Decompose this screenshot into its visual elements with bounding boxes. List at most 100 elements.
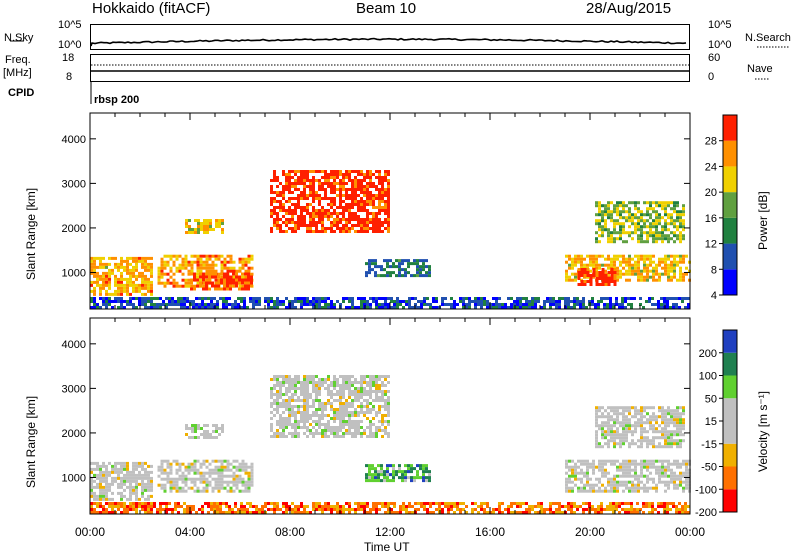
velocity-echo-cell-2	[369, 423, 372, 426]
power-echo-cell-9	[177, 303, 180, 306]
power-echo-cell-9	[420, 306, 423, 309]
power-echo-cell-3	[366, 224, 369, 227]
velocity-echo-cell-2	[387, 411, 390, 414]
power-echo-cell-3	[315, 224, 318, 227]
velocity-echo-cell-5	[643, 462, 646, 466]
power-echo-cell-0	[123, 268, 126, 272]
velocity-echo-cell-7	[669, 502, 672, 505]
velocity-echo-cell-2	[339, 414, 342, 417]
velocity-echo-cell-7	[600, 511, 603, 514]
velocity-echo-cell-1	[193, 489, 197, 493]
velocity-echo-cell-5	[661, 462, 664, 466]
velocity-echo-cell-2	[315, 411, 318, 414]
power-echo-cell-9	[360, 300, 363, 303]
power-echo-cell-3	[360, 170, 363, 173]
velocity-echo-cell-0	[120, 479, 123, 483]
velocity-echo-cell-7	[153, 502, 156, 505]
velocity-echo-cell-5	[565, 465, 568, 469]
velocity-echo-cell-2	[330, 384, 333, 387]
velocity-echo-cell-5	[571, 459, 574, 463]
velocity-echo-cell-7	[657, 505, 660, 508]
power-echo-cell-2	[229, 284, 232, 288]
velocity-echo-cell-1	[247, 486, 251, 490]
velocity-echo-cell-1	[166, 459, 170, 463]
velocity-echo-cell-2	[348, 390, 351, 393]
velocity-echo-cell-1	[217, 459, 221, 463]
power-echo-cell-2	[208, 278, 211, 282]
power-echo-cell-3	[324, 173, 327, 176]
velocity-echo-cell-5	[649, 477, 652, 481]
velocity-echo-cell-2	[279, 402, 282, 405]
power-echo-cell-8	[646, 207, 649, 211]
velocity-echo-cell-5	[640, 471, 643, 475]
velocity-echo-cell-7	[255, 511, 258, 514]
power-echo-cell-5	[371, 262, 374, 266]
velocity-echo-cell-7	[162, 508, 165, 511]
power-echo-cell-5	[428, 265, 431, 269]
velocity-echo-cell-2	[345, 405, 348, 408]
nave-tick-bottom: 0	[708, 71, 715, 83]
velocity-echo-cell-2	[288, 378, 291, 381]
velocity-echo-cell-6	[595, 445, 598, 449]
power-echo-cell-8	[670, 237, 673, 241]
power-echo-cell-9	[669, 306, 672, 309]
velocity-echo-cell-7	[114, 502, 117, 505]
power-echo-cell-3	[336, 176, 339, 179]
velocity-echo-cell-7	[615, 508, 618, 511]
velocity-echo-cell-6	[664, 418, 667, 422]
power-echo-cell-9	[225, 306, 228, 309]
power-echo-cell-0	[114, 265, 117, 269]
power-echo-cell-3	[384, 191, 387, 194]
velocity-echo-cell-6	[637, 409, 640, 413]
power-echo-cell-9	[351, 300, 354, 303]
power-echo-cell-4	[197, 222, 200, 225]
velocity-echo-cell-2	[348, 384, 351, 387]
velocity-echo-cell-7	[270, 508, 273, 511]
power-echo-cell-9	[375, 297, 378, 300]
power-echo-cell-3	[303, 179, 306, 182]
velocity-echo-cell-0	[108, 488, 111, 492]
date-title: 28/Aug/2015	[586, 0, 672, 17]
velocity-echo-cell-0	[93, 461, 96, 465]
velocity-echo-cell-6	[670, 439, 673, 443]
power-echo-cell-7	[610, 268, 614, 271]
power-echo-cell-3	[333, 191, 336, 194]
velocity-echo-cell-7	[318, 502, 321, 505]
velocity-echo-cell-6	[667, 409, 670, 413]
power-echo-cell-0	[150, 256, 153, 260]
velocity-echo-cell-7	[672, 502, 675, 505]
power-echo-cell-3	[297, 206, 300, 209]
power-echo-cell-9	[657, 303, 660, 306]
velocity-echoes	[90, 375, 691, 514]
velocity-echo-cell-6	[613, 442, 616, 446]
power-echo-cell-1	[184, 263, 188, 267]
velocity-echo-cell-0	[129, 473, 132, 477]
velocity-echo-cell-1	[157, 483, 161, 487]
power-echo-cell-1	[163, 281, 167, 285]
power-echo-cell-9	[540, 306, 543, 309]
velocity-echo-cell-2	[276, 396, 279, 399]
velocity-echo-cell-6	[613, 424, 616, 428]
velocity-echo-cell-6	[604, 421, 607, 425]
power-echo-cell-8	[664, 207, 667, 211]
power-echo-cell-9	[264, 300, 267, 303]
velocity-echo-cell-6	[667, 412, 670, 416]
power-echo-cell-6	[655, 278, 658, 282]
power-echo-cell-3	[345, 188, 348, 191]
velocity-echo-cell-2	[327, 426, 330, 429]
power-echo-cell-5	[386, 271, 389, 275]
velocity-echo-cell-7	[213, 505, 216, 508]
velocity-echo-cell-6	[595, 412, 598, 416]
power-echo-cell-6	[682, 272, 685, 276]
power-echo-cell-6	[679, 257, 682, 261]
velocity-echo-cell-4	[416, 473, 419, 477]
velocity-echo-cell-0	[129, 488, 132, 492]
power-echo-cell-9	[300, 297, 303, 300]
velocity-echo-cell-1	[235, 483, 239, 487]
power-echo-cell-3	[345, 227, 348, 230]
velocity-echo-cell-5	[652, 480, 655, 484]
velocity-echo-cell-2	[369, 384, 372, 387]
velocity-echo-cell-1	[163, 477, 167, 481]
velocity-echo-cell-2	[342, 390, 345, 393]
velocity-echo-cell-6	[661, 421, 664, 425]
